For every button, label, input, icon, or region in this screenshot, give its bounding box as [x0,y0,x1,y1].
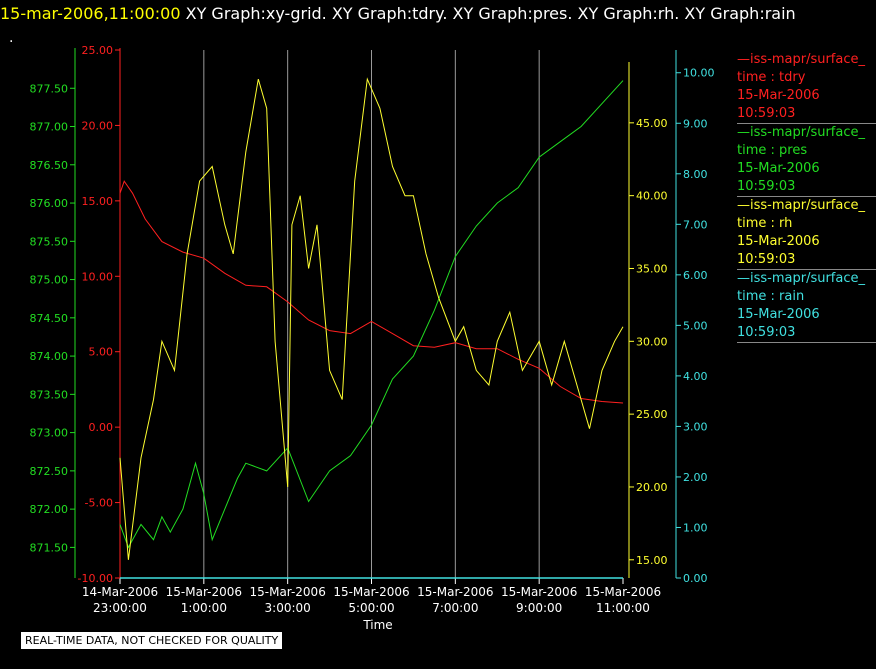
legend-time: 10:59:03 [737,105,876,124]
legend-entry: —iss-mapr/surface_time : pres 15-Mar-2006… [737,124,876,197]
x-tick-label-time: 5:00:00 [348,601,394,615]
pres-tick-label: 876.50 [30,159,69,172]
x-tick-label-date: 14-Mar-2006 [82,585,158,599]
rain-tick-label: 6.00 [683,269,708,282]
pres-tick-label: 877.50 [30,82,69,95]
legend-entry: —iss-mapr/surface_time : rain 15-Mar-2006… [737,270,876,343]
rain-tick-label: 5.00 [683,319,708,332]
rain-tick-label: 9.00 [683,117,708,130]
rh-tick-label: 45.00 [636,117,668,130]
legend-date: 15-Mar-2006 [737,161,820,176]
pres-tick-label: 874.00 [30,350,69,363]
x-tick-label-time: 7:00:00 [432,601,478,615]
x-tick-label-time: 1:00:00 [181,601,227,615]
tdry-tick-label: -5.00 [85,497,113,510]
x-tick-label-time: 11:00:00 [596,601,650,615]
rain-tick-label: 8.00 [683,168,708,181]
rain-tick-label: 7.00 [683,218,708,231]
tdry-tick-label: 25.00 [82,44,114,57]
rh-tick-label: 40.00 [636,190,668,203]
rh-tick-label: 25.00 [636,408,668,421]
x-tick-label-time: 9:00:00 [516,601,562,615]
tdry-tick-label: 5.00 [89,346,114,359]
legend-entry: —iss-mapr/surface_time : tdry 15-Mar-2006… [737,51,876,124]
legend-var: time : rain [737,289,805,304]
title-timestamp: 15-mar-2006,11:00:00 [0,4,181,23]
quality-disclaimer: REAL-TIME DATA, NOT CHECKED FOR QUALITY [20,631,284,650]
chart-title: 15-mar-2006,11:00:00 XY Graph:xy-grid. X… [0,4,796,23]
legend-var: time : rh [737,216,793,231]
tdry-tick-label: 20.00 [82,119,114,132]
legend-source: —iss-mapr/surface_ [737,125,866,140]
legend-source: —iss-mapr/surface_ [737,52,866,67]
x-tick-label-time: 3:00:00 [265,601,311,615]
rh-tick-label: 30.00 [636,335,668,348]
legend-date: 15-Mar-2006 [737,234,820,249]
title-graphs: XY Graph:xy-grid. XY Graph:tdry. XY Grap… [185,4,796,23]
legend-source: —iss-mapr/surface_ [737,198,866,213]
pres-tick-label: 873.00 [30,427,69,440]
pres-tick-label: 871.50 [30,541,69,554]
rain-tick-label: 1.00 [683,521,708,534]
axes: 14-Mar-2006 23:00:00 15-Mar-2006 1:00:00 15-… [30,44,715,615]
series-line-rh [119,77,624,560]
legend-time: 10:59:03 [737,178,876,197]
pres-tick-label: 874.50 [30,312,69,325]
tdry-tick-label: -10.00 [78,572,113,585]
x-tick-label-date: 15-Mar-2006 [166,585,242,599]
legend-entry: —iss-mapr/surface_time : rh 15-Mar-2006 10… [737,197,876,270]
legend-var: time : pres [737,143,808,158]
x-tick-label-date: 15-Mar-2006 [333,585,409,599]
legend-time: 10:59:03 [737,251,876,270]
x-tick-label-date: 15-Mar-2006 [585,585,661,599]
pres-tick-label: 872.50 [30,465,69,478]
x-tick-label-date: 15-Mar-2006 [417,585,493,599]
pres-tick-label: 876.00 [30,197,69,210]
grid-lines [203,50,540,578]
rh-tick-label: 20.00 [636,481,668,494]
tdry-tick-label: 10.00 [82,270,114,283]
legend-var: time : tdry [737,70,806,85]
pres-tick-label: 872.00 [30,503,69,516]
legend-date: 15-Mar-2006 [737,88,820,103]
rain-tick-label: 3.00 [683,420,708,433]
tdry-tick-label: 15.00 [82,195,114,208]
rain-tick-label: 4.00 [683,370,708,383]
tdry-tick-label: 0.00 [89,421,114,434]
series-line-tdry [119,180,624,404]
x-axis-label: Time [362,618,392,632]
title-dot: . [9,30,14,46]
series-lines [119,77,624,579]
rain-tick-label: 0.00 [683,572,708,585]
legend-date: 15-Mar-2006 [737,307,820,322]
legend-time: 10:59:03 [737,324,876,343]
pres-tick-label: 873.50 [30,388,69,401]
pres-tick-label: 875.00 [30,274,69,287]
x-tick-label-date: 15-Mar-2006 [501,585,577,599]
legend-source: —iss-mapr/surface_ [737,271,866,286]
series-line-pres [119,80,624,549]
rain-tick-label: 2.00 [683,471,708,484]
rh-tick-label: 35.00 [636,262,668,275]
x-tick-label-time: 23:00:00 [93,601,147,615]
rh-tick-label: 15.00 [636,554,668,567]
rain-tick-label: 10.00 [683,67,715,80]
pres-tick-label: 877.00 [30,121,69,134]
x-tick-label-date: 15-Mar-2006 [249,585,325,599]
pres-tick-label: 875.50 [30,235,69,248]
